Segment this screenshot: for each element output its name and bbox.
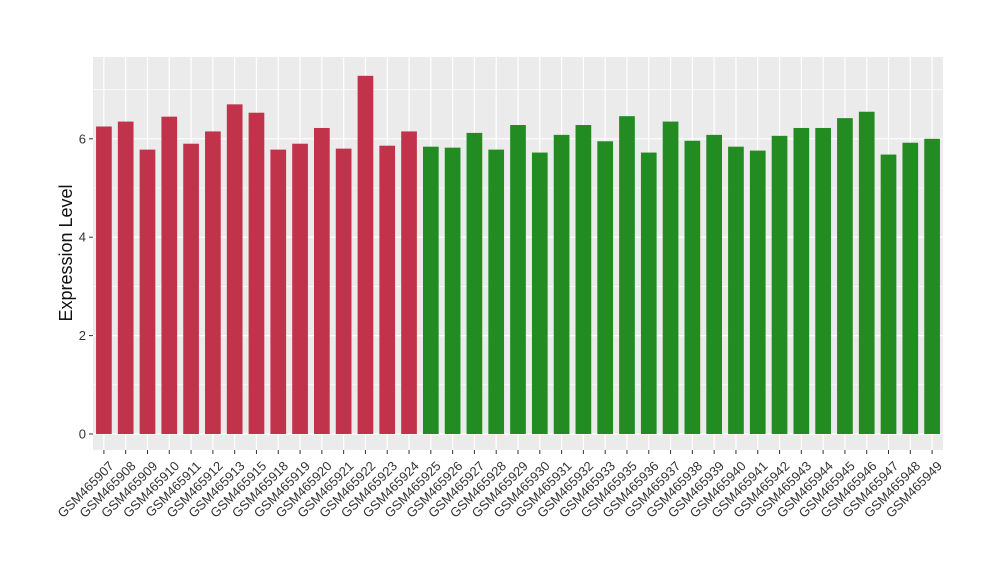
bar-GSM465915 [248,112,265,434]
bar-GSM465920 [314,127,330,434]
bar-GSM465932 [575,125,592,435]
bar-GSM465931 [553,134,570,434]
y-tick-label: 2 [79,328,86,343]
bar-GSM465945 [837,118,853,435]
bar-GSM465941 [749,150,766,434]
bar-GSM465947 [880,154,897,434]
bar-GSM465928 [488,149,505,434]
bar-GSM465935 [619,116,635,434]
bar-GSM465929 [510,125,526,435]
bar-GSM465936 [640,152,657,435]
y-axis-title: Expression Level [56,184,76,321]
bar-GSM465910 [161,116,178,434]
bar-GSM465913 [226,104,243,435]
bar-GSM465911 [183,143,199,434]
bar-GSM465922 [357,75,374,434]
bar-GSM465912 [205,131,221,435]
bar-GSM465921 [335,148,352,434]
x-axis: GSM465907GSM465908GSM465909GSM465910GSM4… [55,450,945,521]
bar-GSM465943 [793,127,810,434]
y-tick-label: 4 [79,230,86,245]
bar-GSM465942 [771,135,788,434]
bar-GSM465930 [531,152,548,435]
y-tick-label: 0 [79,427,86,442]
bar-GSM465909 [139,149,156,434]
bar-GSM465907 [96,126,112,434]
bar-GSM465938 [684,140,701,434]
bar-GSM465927 [466,132,483,434]
bar-GSM465923 [379,145,396,435]
bar-GSM465949 [924,138,940,435]
bar-GSM465940 [728,146,744,434]
bar-GSM465926 [444,147,461,434]
y-tick-label: 6 [79,131,86,146]
bar-GSM465944 [815,127,831,434]
bar-GSM465946 [858,111,875,435]
bar-GSM465908 [117,121,134,434]
bar-GSM465924 [401,131,417,435]
bar-GSM465939 [706,134,722,434]
bar-GSM465919 [292,143,308,434]
bar-GSM465937 [662,121,679,434]
bar-GSM465925 [422,146,439,434]
bars [96,75,940,435]
bar-GSM465918 [270,149,287,434]
y-axis: 0 2 4 6 [79,131,93,442]
bar-GSM465948 [902,142,919,434]
bar-GSM465933 [597,141,614,434]
